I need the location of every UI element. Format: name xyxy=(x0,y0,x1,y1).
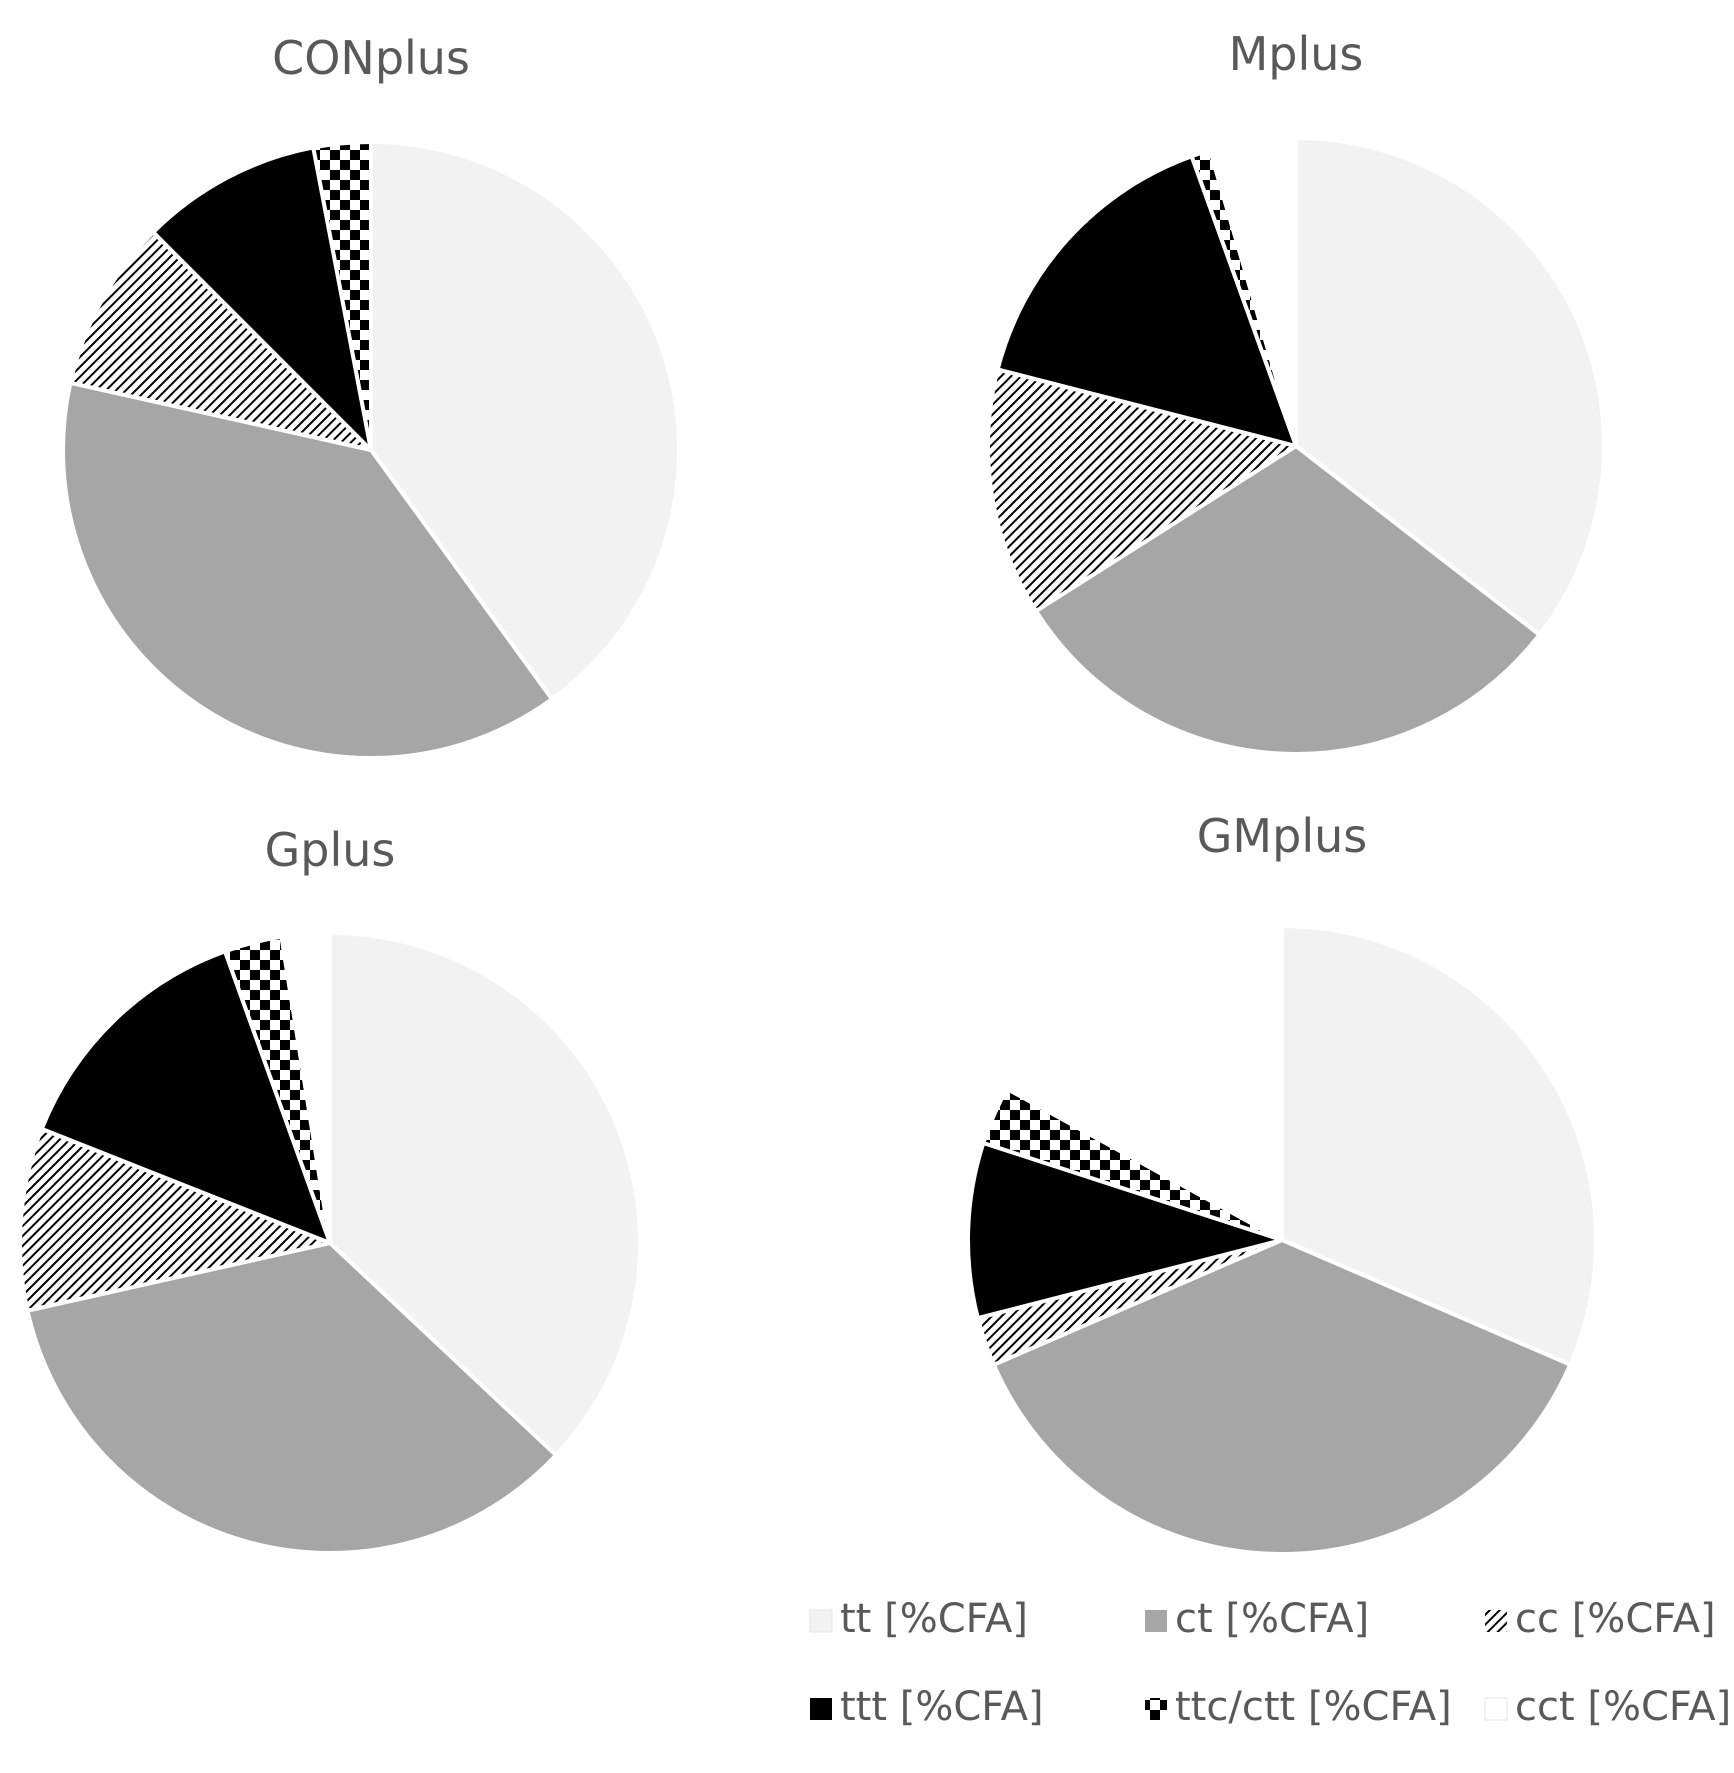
legend-label: cc [%CFA] xyxy=(1515,1596,1716,1642)
pie-slice-ttt-cfa xyxy=(966,1140,1284,1321)
legend-swatch xyxy=(1145,1698,1167,1720)
chart-title: CONplus xyxy=(272,31,470,85)
legend-label: ttc/ctt [%CFA] xyxy=(1175,1684,1452,1730)
pie-slice-ct-cfa xyxy=(1033,444,1542,756)
pie-slice-ttc-ctt-cfa xyxy=(311,140,373,452)
pie-slice-ttt-cfa xyxy=(995,154,1298,448)
legend-item-ct-cfa: ct [%CFA] xyxy=(1145,1596,1369,1642)
pie-slice-cct-cfa xyxy=(279,931,332,1245)
pie-slice-ct-cfa xyxy=(25,1241,558,1555)
pie-slice-cc-cfa xyxy=(68,230,373,452)
pie-slice-cct-cfa xyxy=(1208,136,1298,448)
legend-item-cct-cfa: cct [%CFA] xyxy=(1484,1684,1731,1730)
pies-layer: CONplus Mplus Gplus GMplus xyxy=(18,27,1607,1556)
pie-slice-cc-cfa xyxy=(18,1126,332,1313)
pie-slice-cct-cfa xyxy=(1004,924,1284,1242)
legend-label: ttt [%CFA] xyxy=(840,1684,1044,1730)
pie-slice-ct-cfa xyxy=(991,1238,1573,1556)
chart-title: GMplus xyxy=(1197,809,1367,863)
pie-chart-conplus: CONplus xyxy=(61,31,682,760)
legend-swatch xyxy=(1485,1610,1507,1632)
pie-slice-tt-cfa xyxy=(1294,136,1607,637)
pie-slice-tt-cfa xyxy=(369,140,682,702)
legend-label: cct [%CFA] xyxy=(1515,1684,1731,1730)
pie-slice-ttt-cfa xyxy=(39,949,332,1245)
legend-label: ct [%CFA] xyxy=(1175,1596,1369,1642)
pie-slice-ct-cfa xyxy=(61,380,555,760)
legend-item-tt-cfa: tt [%CFA] xyxy=(809,1596,1028,1642)
legend-swatch xyxy=(810,1698,832,1720)
pie-slice-ttt-cfa xyxy=(151,145,373,452)
pie-chart-mplus: Mplus xyxy=(986,27,1607,756)
legend-swatch xyxy=(1145,1610,1167,1632)
legend-item-ttc-ctt-cfa: ttc/ctt [%CFA] xyxy=(1145,1684,1452,1730)
legend: tt [%CFA] ct [%CFA] cc [%CFA] ttt [%CFA] ttc… xyxy=(809,1596,1731,1730)
pie-slice-tt-cfa xyxy=(328,931,642,1458)
pie-chart-gplus: Gplus xyxy=(18,823,642,1555)
legend-swatch xyxy=(809,1609,833,1633)
legend-item-cc-cfa: cc [%CFA] xyxy=(1485,1596,1716,1642)
legend-item-ttt-cfa: ttt [%CFA] xyxy=(810,1684,1044,1730)
chart-title: Gplus xyxy=(265,823,396,877)
pie-slice-cc-cfa xyxy=(986,367,1298,614)
pie-slice-tt-cfa xyxy=(1280,924,1598,1367)
chart-title: Mplus xyxy=(1229,27,1364,81)
pie-chart-gmplus: GMplus xyxy=(966,809,1598,1556)
legend-label: tt [%CFA] xyxy=(840,1596,1028,1642)
legend-swatch xyxy=(1484,1697,1508,1721)
